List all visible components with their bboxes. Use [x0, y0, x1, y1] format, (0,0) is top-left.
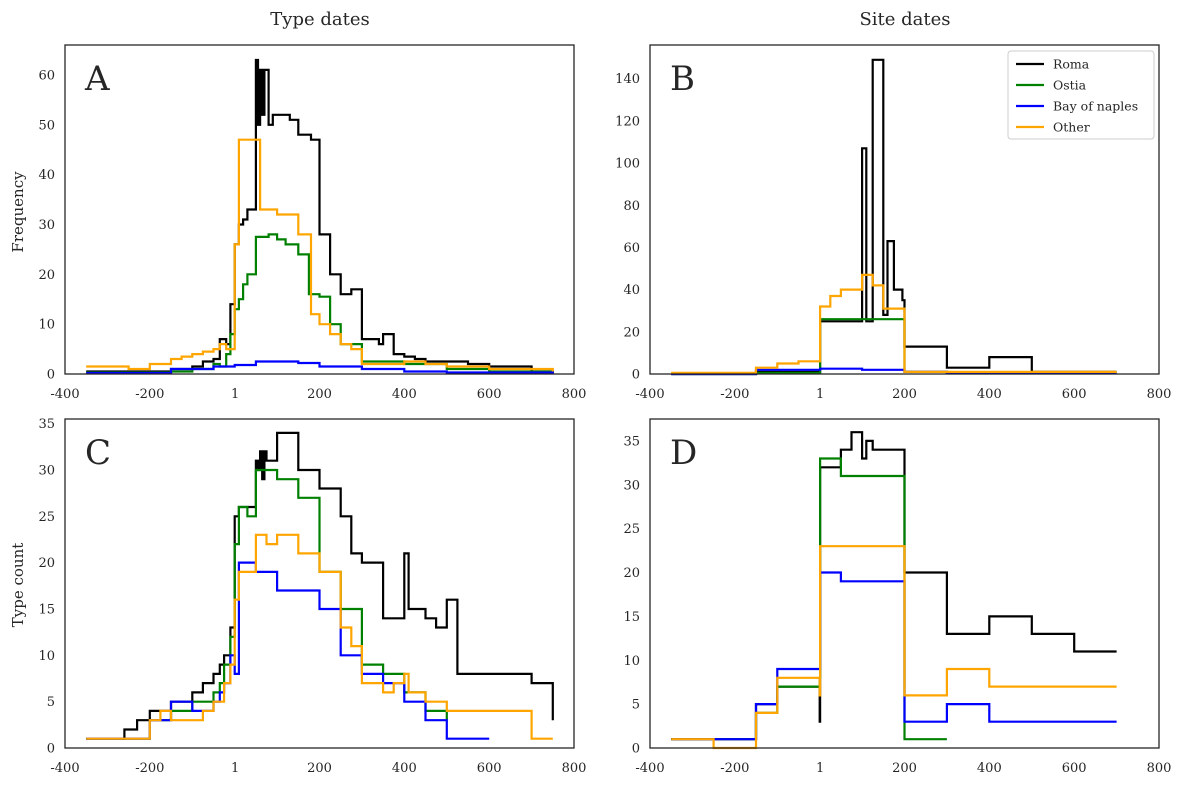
- y-tick-label: 0: [632, 742, 640, 757]
- legend-label: Other: [1053, 120, 1090, 135]
- x-tick-label: 200: [307, 761, 332, 776]
- series-line-ostia: [671, 318, 1117, 376]
- x-tick-label: 600: [477, 387, 502, 402]
- y-tick-label: 10: [38, 649, 55, 664]
- y-tick-label: 80: [623, 199, 640, 214]
- x-tick-label: -200: [135, 387, 164, 402]
- legend-label: Roma: [1053, 57, 1090, 72]
- y-tick-label: 0: [47, 742, 55, 757]
- series-line-bay-of-naples: [86, 561, 490, 740]
- panel-letter: B: [670, 59, 695, 99]
- y-tick-label: 0: [47, 368, 55, 383]
- y-axis-label-type-count: Type count: [9, 543, 27, 628]
- y-tick-label: 15: [38, 602, 55, 617]
- series-line-other: [86, 138, 554, 372]
- series-line-ostia: [86, 233, 554, 374]
- y-tick-label: 25: [38, 510, 55, 525]
- x-tick-label: 200: [892, 387, 917, 402]
- column-title-type-dates: Type dates: [270, 9, 369, 30]
- y-tick-label: 15: [623, 610, 640, 625]
- legend-box: [1007, 50, 1155, 140]
- series-line-roma: [86, 431, 554, 740]
- x-tick-label: -400: [635, 387, 664, 402]
- x-tick-label: -400: [50, 387, 79, 402]
- x-tick-label: 600: [1062, 387, 1087, 402]
- y-tick-label: 20: [623, 325, 640, 340]
- y-axis-label-frequency: Frequency: [9, 171, 27, 253]
- series-line-roma: [671, 431, 1117, 741]
- x-tick-label: 800: [562, 761, 587, 776]
- panel-b: -400 -200 1 200 400 600 800 0 20 40 60 80 100 120 140 B…: [615, 44, 1172, 402]
- y-tick-label: 5: [47, 695, 55, 710]
- x-tick-label: 600: [1062, 761, 1087, 776]
- y-tick-label: 120: [615, 114, 640, 129]
- y-tick-label: 25: [623, 522, 640, 537]
- x-tick-label: 400: [392, 761, 417, 776]
- panel-d: -400 -200 1 200 400 600 800 0 5 10 15 20 25 30 35 D: [623, 418, 1172, 776]
- y-tick-label: 40: [623, 283, 640, 298]
- y-tick-label: 140: [615, 72, 640, 87]
- y-tick-label: 60: [38, 68, 55, 83]
- panel-letter: C: [85, 433, 111, 473]
- x-tick-label: 200: [892, 761, 917, 776]
- y-tick-label: 50: [38, 118, 55, 133]
- axes-frame: [64, 44, 575, 375]
- x-tick-label: 1: [816, 761, 824, 776]
- panel-letter: A: [84, 59, 110, 99]
- column-title-site-dates: Site dates: [859, 9, 950, 30]
- series-line-other: [671, 273, 1117, 374]
- axes-frame: [649, 418, 1160, 749]
- y-tick-label: 60: [623, 241, 640, 256]
- panel-letter: D: [670, 433, 697, 473]
- y-tick-label: 20: [623, 566, 640, 581]
- y-tick-label: 20: [38, 268, 55, 283]
- axes-frame: [64, 418, 575, 749]
- y-tick-label: 20: [38, 556, 55, 571]
- axes-frame: [649, 44, 1160, 375]
- panel-c: -400 -200 1 200 400 600 800 0 5 10 15 20 25 30 35 C: [38, 417, 586, 776]
- y-tick-label: 40: [38, 168, 55, 183]
- x-tick-label: 400: [977, 761, 1002, 776]
- y-tick-label: 100: [615, 157, 640, 172]
- x-tick-label: -200: [720, 761, 749, 776]
- x-tick-label: -200: [720, 387, 749, 402]
- series-line-bay-of-naples: [671, 571, 1117, 741]
- series-line-roma: [86, 58, 554, 374]
- legend: Roma Ostia Bay of naples Other: [1007, 50, 1155, 140]
- x-tick-label: 400: [392, 387, 417, 402]
- x-tick-label: 600: [477, 761, 502, 776]
- y-tick-label: 10: [623, 654, 640, 669]
- x-tick-label: 400: [977, 387, 1002, 402]
- legend-label: Ostia: [1053, 78, 1087, 93]
- y-tick-label: 0: [632, 368, 640, 383]
- y-tick-label: 30: [38, 218, 55, 233]
- x-tick-label: 1: [231, 387, 239, 402]
- panel-a: -400 -200 1 200 400 600 800 0 10 20 30 40 50 60 A: [38, 44, 587, 402]
- y-tick-label: 5: [632, 698, 640, 713]
- y-tick-label: 35: [38, 417, 55, 432]
- y-tick-label: 30: [38, 463, 55, 478]
- y-tick-label: 35: [623, 434, 640, 449]
- series-line-ostia: [86, 468, 448, 740]
- x-tick-label: 800: [562, 387, 587, 402]
- x-tick-label: 1: [816, 387, 824, 402]
- series-line-other: [671, 545, 1117, 750]
- x-tick-label: -400: [635, 761, 664, 776]
- x-tick-label: 200: [307, 387, 332, 402]
- y-tick-label: 10: [38, 318, 55, 333]
- x-tick-label: -400: [50, 761, 79, 776]
- y-tick-label: 30: [623, 478, 640, 493]
- x-tick-label: -200: [135, 761, 164, 776]
- x-tick-label: 800: [1147, 761, 1172, 776]
- series-line-bay-of-naples: [86, 360, 554, 375]
- x-tick-label: 800: [1147, 387, 1172, 402]
- legend-label: Bay of naples: [1053, 99, 1138, 114]
- x-tick-label: 1: [231, 761, 239, 776]
- series-line-roma: [671, 58, 1117, 376]
- series-line-other: [86, 533, 553, 740]
